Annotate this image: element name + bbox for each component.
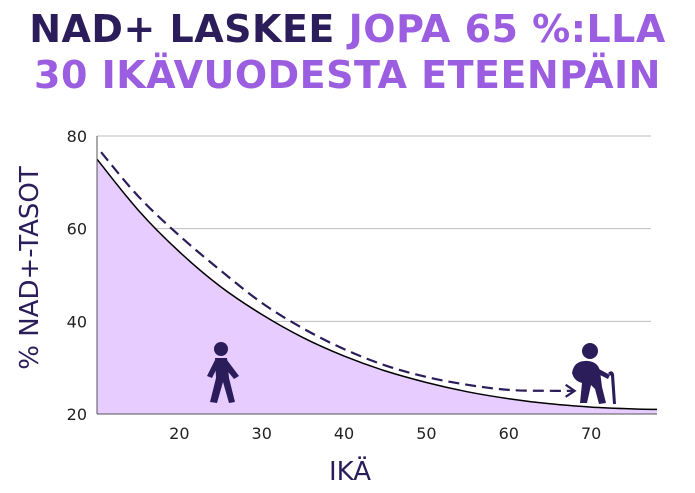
y-tick-label: 20 [67, 405, 87, 424]
x-tick-labels: 20 30 40 50 60 70 [169, 424, 601, 443]
y-tick-label: 80 [67, 127, 87, 146]
title-dark-text: NAD+ LASKEE [29, 7, 335, 51]
x-tick-label: 60 [499, 424, 519, 443]
nad-decline-line [96, 158, 658, 411]
y-tick-labels: 20 40 60 80 [67, 127, 87, 424]
y-tick-label: 60 [67, 220, 87, 239]
x-tick-label: 70 [581, 424, 601, 443]
x-tick-label: 40 [334, 424, 354, 443]
x-tick-label: 20 [169, 424, 189, 443]
y-tick-label: 40 [67, 312, 87, 331]
nad-dashed-trend-line [100, 151, 575, 392]
x-axis-label: IKÄ [329, 455, 371, 487]
elderly-person-with-cane-icon [572, 343, 616, 404]
chart-title-line-1: NAD+ LASKEE JOPA 65 %:LLA [0, 6, 695, 52]
x-tick-label: 30 [252, 424, 272, 443]
dashed-line-arrowhead [565, 383, 577, 398]
y-axis-label: % NAD+-TASOT [15, 166, 45, 370]
nad-area-fill [97, 159, 657, 414]
x-tick-label: 50 [416, 424, 436, 443]
chart-title-line-2: 30 IKÄVUODESTA ETEENPÄIN [34, 53, 661, 97]
title-purple-text: JOPA 65 %:LLA [348, 7, 666, 51]
young-person-walking-icon [207, 342, 239, 403]
